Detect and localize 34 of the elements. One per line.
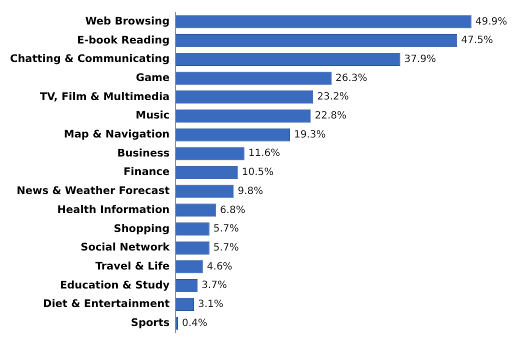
y-tick-label: TV, Film & Multimedia [40, 90, 170, 103]
data-label: 10.5% [242, 167, 274, 178]
y-tick-label: News & Weather Forecast [16, 185, 170, 198]
data-label: 26.3% [336, 72, 368, 84]
y-tick-label: Diet & Entertainment [42, 298, 170, 310]
data-label: 3.7% [202, 280, 227, 292]
y-tick-label: Web Browsing [85, 15, 170, 28]
y-tick-label: Health Information [57, 204, 170, 216]
data-label: 11.6% [248, 148, 280, 160]
data-label: 3.1% [198, 299, 224, 310]
y-tick-label: Social Network [80, 242, 171, 254]
y-tick-label: E-book Reading [77, 34, 170, 46]
data-label: 19.3% [294, 129, 326, 140]
data-label: 49.9% [475, 16, 508, 28]
data-label: 47.5% [461, 35, 493, 46]
y-tick-label: Finance [123, 166, 170, 178]
y-tick-label: Music [136, 110, 170, 122]
data-label: 5.7% [213, 242, 239, 254]
y-tick-label: Game [136, 72, 170, 84]
data-label: 37.9% [404, 54, 436, 66]
y-tick-label: Business [117, 147, 170, 160]
y-tick-label: Sports [130, 317, 170, 330]
data-label: 6.8% [220, 204, 246, 216]
data-label: 9.8% [238, 186, 264, 197]
y-tick-label: Map & Navigation [64, 128, 170, 141]
y-tick-label: Travel & Life [95, 260, 170, 272]
data-label: 5.7% [213, 224, 239, 235]
y-tick-label: Education & Study [60, 279, 170, 292]
data-label: 22.8% [314, 110, 347, 122]
y-tick-label: Shopping [114, 222, 170, 235]
data-label: 23.2% [317, 92, 349, 103]
data-label: 4.6% [206, 261, 232, 272]
y-tick-label: Chatting & Communicating [10, 53, 170, 66]
data-label: 0.4% [182, 318, 208, 329]
